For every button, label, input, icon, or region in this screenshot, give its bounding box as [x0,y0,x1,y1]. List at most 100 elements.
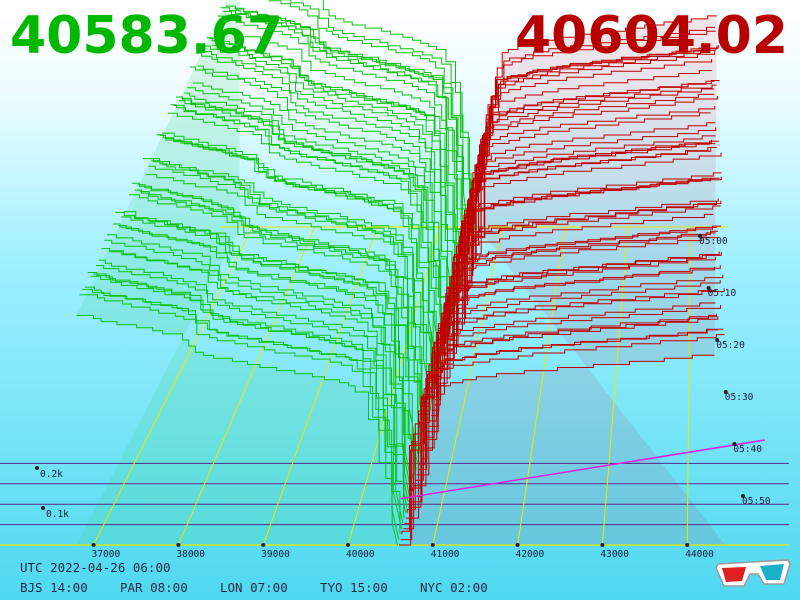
depth-tick-dot [35,466,39,470]
bid-depth-line [220,7,468,265]
x-tick-dot [176,543,181,547]
bid-depth-line [96,265,408,508]
time-tick-dot [741,494,745,498]
ask-depth-line [417,254,722,470]
bid-depth-line [282,0,476,233]
ask-depth-line [464,84,717,282]
x-tick-label: 38000 [176,549,205,560]
ask-depth-line [451,135,716,336]
ask-depth-line [475,45,719,239]
ask-depth-line [404,314,718,524]
bid-depth-line [84,286,402,529]
bid-depth-line [167,112,443,368]
ask-depth-line [436,198,719,395]
ask-depth-line [469,51,716,260]
price-gridline [517,226,566,546]
ask-depth-line [453,112,711,325]
time-tick-label: 05:00 [699,236,728,247]
timezone-lon: LON 07:00 [220,580,288,595]
x-tick-label: 39000 [261,549,290,560]
time-tick-dot [698,234,702,238]
time-tick-label: 05:30 [725,392,754,403]
bid-depth-line [203,45,460,298]
bid-depth-line [87,272,404,524]
time-tick-label: 05:10 [708,288,737,299]
ask-depth-line [460,88,715,298]
chart-labels: 37000 38000 39000 40000 41000 42000 43000 44000… [35,234,771,560]
bid-depth-line [129,194,424,443]
bid-depth-line [90,275,405,519]
bid-depth-line [322,0,477,228]
depth-tick-label: 0.1k [46,509,69,520]
ask-depth-line [463,80,715,287]
timezone-bjs: BJS 14:00 [20,580,88,595]
bid-depth-line [98,259,409,502]
bid-depth-line [151,160,435,400]
bid-depth-line [148,165,433,405]
ask-depth-line [437,177,712,389]
bid-depth-line [154,158,436,395]
ask-depth-line [449,140,720,341]
bid-depth-line [170,104,444,362]
ask-depth-line [405,316,719,519]
3d-glasses-icon[interactable] [714,554,794,590]
bid-depth-line [234,7,475,238]
ask-depth-line [447,139,712,352]
ask-depth-line [432,213,714,411]
bid-depth-line [187,87,452,330]
x-tick-dot [600,543,605,547]
x-tick-label: 44000 [685,549,714,560]
ask-depth-line [448,143,716,347]
depth-tick-dot [41,506,45,510]
bid-depth-line [214,27,465,276]
bid-depth-line [217,15,467,271]
bid-depth-line [176,96,447,352]
bid-depth-line [134,189,427,432]
ask-depth-line [439,177,720,384]
bid-depth-line [209,37,463,287]
bid-depth-line [223,11,469,260]
bid-depth-line [173,104,445,357]
ask-depth-line [400,334,725,541]
bid-depth-line [79,294,400,540]
x-tick-label: 37000 [92,549,121,560]
ask-depth-line [415,290,717,481]
ask-depth-line [399,354,715,546]
ask-depth-line [403,329,719,530]
ask-depth-line [406,313,717,513]
bid-depth-line [118,225,419,465]
time-tick-dot [723,390,728,394]
bid-depth-line [131,182,425,438]
bid-surface-fill [76,0,398,545]
bid-depth-line [206,37,461,292]
price-gridline [601,226,629,546]
bid-depth-line [198,65,457,308]
x-tick-dot [346,543,350,547]
ask-depth-line [465,70,712,276]
bid-depth-line [76,315,398,546]
bid-depth-line [178,100,448,346]
depth-tick-label: 0.2k [40,469,63,480]
ask-depth-line [409,302,716,503]
depth-fill-layer [76,0,726,545]
ask-depth-line [472,30,716,249]
bid-depth-line [143,158,431,416]
x-tick-dot [91,543,96,547]
ask-depth-line [444,147,717,362]
ask-depth-line [442,152,722,368]
x-tick-dot [430,543,435,547]
bid-depth-line [189,66,453,325]
ask-depth-line [456,96,718,314]
timezone-par: PAR 08:00 [120,580,188,595]
time-tick-dot [715,338,720,342]
ask-depth-line [401,328,724,535]
ask-depth-line [424,237,719,443]
ask-depth-line [471,45,718,255]
bid-depth-line [195,52,456,314]
bid-depth-line [201,51,459,303]
bid-depth-line [225,5,471,254]
bid-price: 40583.67 [10,6,284,66]
timezone-tyo: TYO 15:00 [320,580,388,595]
bid-depth-line [212,44,464,281]
bid-depth-line [162,132,440,378]
